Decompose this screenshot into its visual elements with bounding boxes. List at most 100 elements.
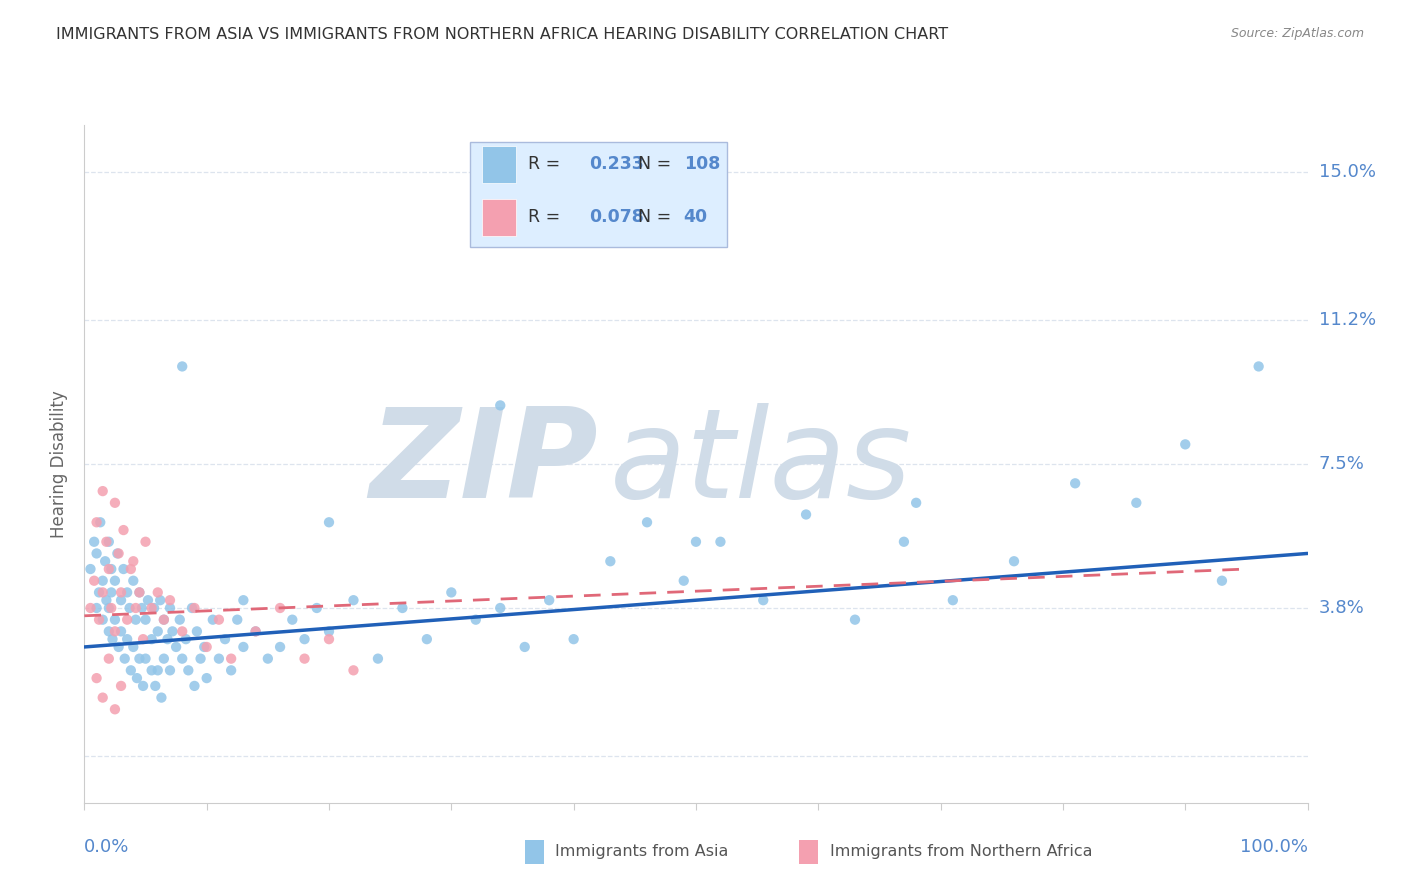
Point (120, 663, 142, 677)
Point (91, 585, 114, 599)
Point (1002, 554, 1025, 568)
Text: 0.078: 0.078 (589, 208, 644, 226)
Point (685, 534, 707, 549)
Point (91, 574, 114, 588)
Point (195, 671, 218, 685)
Point (208, 651, 231, 665)
Point (165, 640, 187, 654)
Point (149, 593, 172, 607)
Point (169, 613, 191, 627)
Point (153, 651, 176, 665)
Point (342, 663, 364, 677)
Point (172, 359, 194, 374)
Point (174, 632, 197, 647)
Point (87, 585, 110, 599)
Point (1174, 437, 1197, 451)
Point (104, 496, 127, 510)
Point (193, 640, 215, 654)
Point (269, 640, 291, 654)
Point (128, 585, 150, 599)
Point (104, 624, 127, 639)
Point (86, 601, 108, 615)
Point (79, 562, 101, 576)
FancyBboxPatch shape (482, 146, 516, 184)
Text: R =: R = (529, 155, 567, 173)
Point (122, 554, 145, 568)
Text: 40: 40 (683, 208, 707, 226)
Point (599, 554, 621, 568)
Point (146, 663, 169, 677)
Point (146, 585, 169, 599)
Point (201, 613, 224, 627)
Point (162, 624, 184, 639)
FancyBboxPatch shape (470, 142, 727, 247)
Point (107, 640, 129, 654)
Point (226, 613, 249, 627)
Point (100, 601, 122, 615)
Point (112, 523, 135, 537)
Point (177, 663, 200, 677)
Text: atlas: atlas (610, 403, 912, 524)
Point (131, 601, 153, 615)
Point (245, 624, 267, 639)
Point (181, 601, 204, 615)
Point (86, 516, 108, 530)
Text: ZIP: ZIP (370, 403, 598, 524)
Point (257, 651, 280, 665)
Point (132, 632, 155, 647)
Point (132, 679, 155, 693)
Point (96, 534, 118, 549)
Point (905, 496, 928, 510)
Point (150, 690, 173, 705)
Point (294, 651, 316, 665)
Text: 15.0%: 15.0% (1319, 162, 1375, 181)
Point (97, 601, 120, 615)
Point (135, 534, 157, 549)
Point (141, 663, 163, 677)
Point (110, 679, 132, 693)
Point (135, 651, 157, 665)
Point (318, 632, 340, 647)
Point (269, 601, 291, 615)
Text: 108: 108 (683, 155, 720, 173)
Point (91, 484, 114, 499)
Text: 11.2%: 11.2% (1319, 310, 1376, 328)
Point (143, 679, 166, 693)
Text: N =: N = (638, 208, 678, 226)
Point (91, 690, 114, 705)
Point (94, 554, 117, 568)
Point (125, 601, 148, 615)
Point (143, 601, 166, 615)
Point (110, 624, 132, 639)
Point (1211, 574, 1233, 588)
Point (186, 624, 208, 639)
Point (636, 516, 658, 530)
Point (232, 593, 254, 607)
Point (159, 593, 181, 607)
Point (219, 651, 242, 665)
Point (709, 534, 731, 549)
Point (159, 663, 181, 677)
Point (118, 601, 141, 615)
Point (115, 613, 138, 627)
Point (672, 574, 695, 588)
Point (97, 651, 120, 665)
Point (305, 601, 328, 615)
Text: N =: N = (638, 155, 678, 173)
Point (844, 613, 866, 627)
Point (153, 613, 176, 627)
Point (96, 593, 118, 607)
Point (183, 679, 205, 693)
Point (146, 624, 169, 639)
Point (110, 593, 132, 607)
Point (752, 593, 775, 607)
Point (195, 640, 218, 654)
Point (159, 601, 181, 615)
Point (219, 663, 242, 677)
Text: 7.5%: 7.5% (1319, 455, 1365, 473)
Point (183, 601, 205, 615)
Point (208, 613, 231, 627)
Point (318, 516, 340, 530)
Point (153, 613, 176, 627)
Point (893, 534, 915, 549)
